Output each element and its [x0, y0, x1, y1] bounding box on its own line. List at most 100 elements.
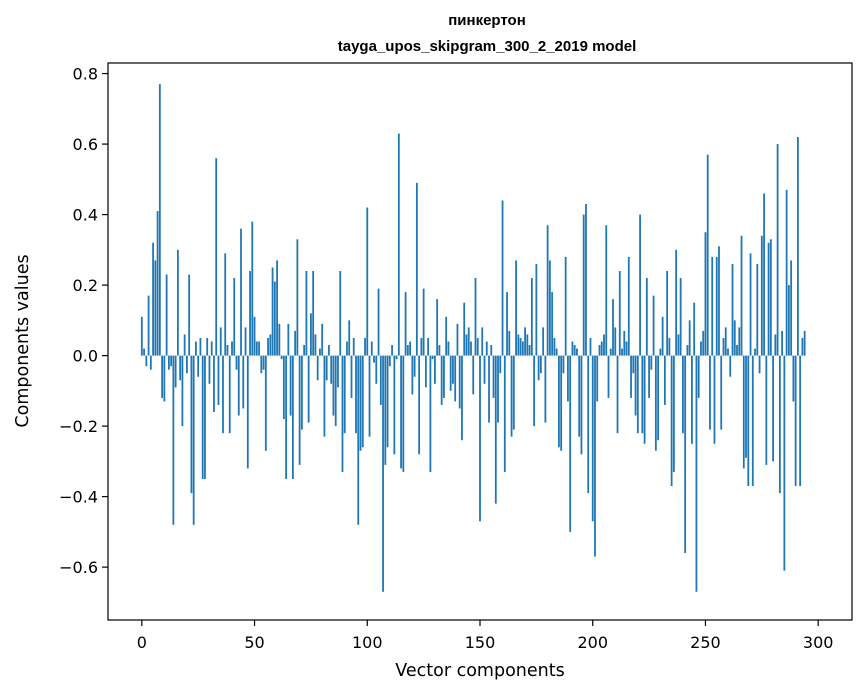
bar — [774, 334, 777, 356]
bar — [537, 355, 540, 381]
bar — [756, 263, 759, 356]
bar — [668, 337, 671, 356]
bar — [551, 292, 554, 356]
bar — [533, 355, 536, 427]
bar — [434, 355, 436, 384]
bar — [790, 260, 793, 356]
bar — [508, 330, 511, 356]
bar — [490, 345, 493, 356]
bar — [521, 341, 524, 356]
bar — [291, 355, 294, 479]
bar — [672, 355, 675, 472]
bar — [170, 355, 173, 367]
bar — [544, 355, 547, 423]
bar — [598, 345, 601, 356]
bar — [285, 355, 288, 479]
bar — [422, 288, 425, 356]
bar — [255, 341, 258, 356]
bar — [154, 260, 157, 356]
bar — [612, 299, 614, 356]
bar — [650, 355, 653, 370]
bar — [384, 355, 387, 465]
bar — [623, 330, 626, 356]
bar — [215, 158, 218, 356]
bar — [625, 341, 628, 356]
y-axis-label: Components values — [13, 254, 33, 427]
bar — [542, 327, 545, 356]
bar — [760, 235, 763, 356]
bar — [483, 355, 486, 384]
bar — [684, 355, 687, 554]
bar — [539, 355, 542, 374]
bar — [201, 355, 204, 479]
bar — [677, 334, 680, 356]
bar — [772, 355, 774, 462]
bar — [600, 341, 603, 356]
bar — [467, 327, 470, 356]
bar — [519, 337, 522, 356]
bar — [618, 270, 621, 356]
bar — [729, 355, 732, 377]
bar — [517, 334, 520, 356]
bar — [186, 355, 188, 374]
bar — [294, 330, 297, 356]
bar — [494, 355, 497, 504]
bar — [688, 320, 691, 356]
bar — [174, 355, 177, 388]
bar — [765, 355, 768, 465]
bar — [379, 355, 382, 405]
bar — [715, 256, 718, 356]
bar — [427, 337, 430, 356]
bar — [461, 355, 463, 441]
bar — [321, 323, 324, 356]
bar — [424, 355, 427, 388]
bar — [271, 267, 274, 356]
bar — [287, 323, 290, 356]
bar — [738, 327, 741, 356]
bar — [553, 337, 556, 356]
bar — [240, 228, 242, 356]
bar — [339, 270, 342, 356]
bar — [206, 337, 209, 356]
chart-title: пинкертон — [448, 12, 526, 29]
bar — [609, 348, 612, 356]
bar — [415, 182, 418, 356]
bar — [742, 355, 745, 469]
bar — [452, 355, 454, 384]
bar — [659, 348, 662, 356]
bar — [226, 345, 229, 356]
bar — [587, 355, 590, 494]
bar — [485, 341, 488, 356]
bar — [188, 274, 191, 356]
bar — [456, 323, 459, 356]
bar — [348, 320, 351, 356]
bar — [582, 214, 585, 356]
bar — [282, 355, 285, 420]
bar — [357, 355, 360, 525]
bar — [235, 355, 238, 370]
bar — [697, 355, 700, 398]
bar — [447, 341, 450, 356]
bar — [512, 355, 515, 430]
bar — [562, 355, 565, 374]
bar — [535, 263, 538, 356]
bar — [569, 355, 572, 532]
bar — [594, 355, 596, 557]
bar — [334, 355, 337, 427]
bar — [352, 337, 355, 356]
bar — [564, 256, 567, 356]
bar — [621, 348, 623, 356]
bar — [402, 355, 405, 472]
bar — [260, 355, 263, 374]
bar — [648, 355, 650, 398]
bar — [503, 355, 506, 472]
bar — [510, 355, 513, 437]
bar — [406, 345, 409, 356]
bar — [242, 355, 245, 409]
bar — [391, 345, 393, 356]
bar — [262, 355, 265, 370]
bar — [382, 355, 384, 592]
x-tick-label: 150 — [465, 633, 496, 652]
bar — [580, 355, 583, 455]
